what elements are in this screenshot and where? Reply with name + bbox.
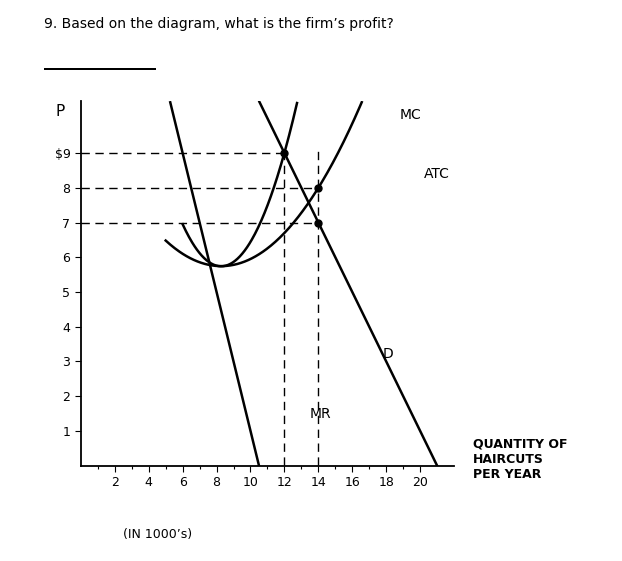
Text: MC: MC [400, 108, 422, 122]
Text: P: P [56, 104, 65, 119]
Text: (IN 1000’s): (IN 1000’s) [123, 528, 192, 541]
Text: D: D [383, 347, 394, 361]
Text: 9. Based on the diagram, what is the firm’s profit?: 9. Based on the diagram, what is the fir… [44, 17, 393, 31]
Text: MR: MR [310, 407, 332, 421]
Text: ATC: ATC [424, 167, 450, 181]
Text: QUANTITY OF
HAIRCUTS
PER YEAR: QUANTITY OF HAIRCUTS PER YEAR [473, 438, 567, 481]
